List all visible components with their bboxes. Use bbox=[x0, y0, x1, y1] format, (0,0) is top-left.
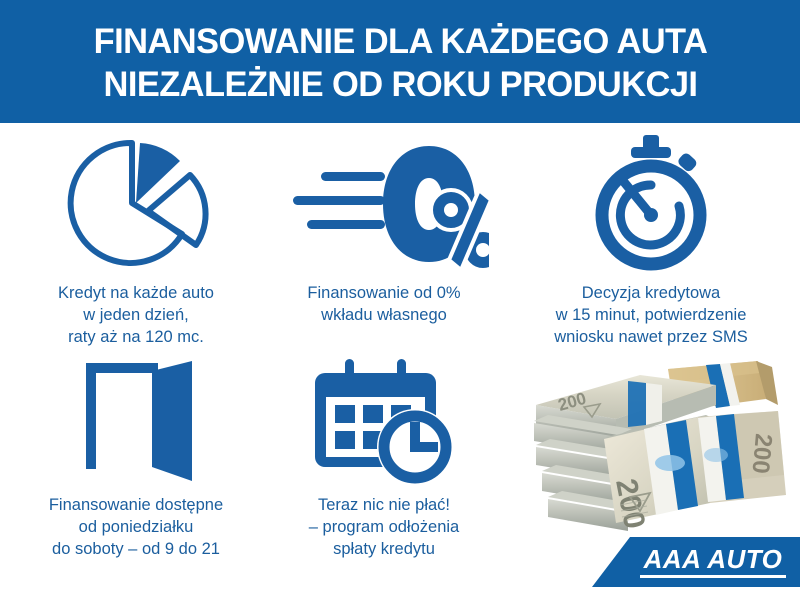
zero-percent-icon bbox=[279, 133, 489, 273]
banknote-stacks-photo: 200 bbox=[520, 355, 800, 555]
feature-caption: Finansowanie od 0% wkładu własnego bbox=[307, 282, 460, 326]
caption-line: raty aż na 120 mc. bbox=[68, 328, 204, 346]
feature-caption: Teraz nic nie płać! – program odłożenia … bbox=[309, 494, 459, 560]
caption-line: Kredyt na każde auto bbox=[58, 284, 214, 302]
caption-line: wkładu własnego bbox=[321, 306, 447, 324]
stopwatch-icon bbox=[576, 133, 726, 273]
caption-line: wniosku nawet przez SMS bbox=[554, 328, 748, 346]
svg-text:200: 200 bbox=[747, 432, 777, 474]
feature-caption: Finansowanie dostępne od poniedziałku do… bbox=[49, 494, 223, 560]
caption-line: Decyzja kredytowa bbox=[581, 284, 721, 302]
logo-background-shape bbox=[592, 537, 800, 587]
banner-headline-line-1: FINANSOWANIE DLA KAŻDEGO AUTA bbox=[93, 21, 707, 61]
caption-line: od poniedziałku bbox=[78, 518, 194, 536]
caption-line: Teraz nic nie płać! bbox=[317, 496, 451, 514]
caption-line: spłaty kredytu bbox=[333, 540, 435, 558]
caption-line: w 15 minut, potwierdzenie bbox=[555, 306, 747, 324]
feature-grid: Kredyt na każde auto w jeden dzień, raty… bbox=[0, 123, 800, 600]
caption-line: do soboty – od 9 do 21 bbox=[52, 540, 220, 558]
feature-item-opening-hours: Finansowanie dostępne od poniedziałku do… bbox=[8, 355, 264, 560]
feature-item-zero-down-payment: Finansowanie od 0% wkładu własnego bbox=[266, 133, 502, 326]
header-banner: FINANSOWANIE DLA KAŻDEGO AUTA NIEZALEŻNI… bbox=[0, 0, 800, 123]
feature-item-fast-decision: Decyzja kredytowa w 15 minut, potwierdze… bbox=[506, 133, 796, 348]
calendar-clock-icon bbox=[309, 355, 459, 485]
pie-chart-icon bbox=[56, 133, 216, 273]
logo-underline bbox=[640, 575, 786, 578]
aaa-auto-logo: AAA AUTO bbox=[592, 537, 800, 587]
logo-text: AAA AUTO bbox=[643, 544, 783, 574]
caption-line: Finansowanie od 0% bbox=[307, 284, 461, 302]
caption-line: Finansowanie dostępne bbox=[48, 496, 224, 514]
feature-caption: Kredyt na każde auto w jeden dzień, raty… bbox=[58, 282, 214, 348]
caption-line: – program odłożenia bbox=[308, 518, 460, 536]
banner-headline-line-2: NIEZALEŻNIE OD ROKU PRODUKCJI bbox=[103, 64, 697, 104]
caption-line: w jeden dzień, bbox=[83, 306, 189, 324]
feature-item-deferred-payment: Teraz nic nie płać! – program odłożenia … bbox=[266, 355, 502, 560]
feature-item-credit-any-car: Kredyt na każde auto w jeden dzień, raty… bbox=[8, 133, 264, 348]
open-door-icon bbox=[74, 355, 199, 485]
feature-caption: Decyzja kredytowa w 15 minut, potwierdze… bbox=[554, 282, 748, 348]
